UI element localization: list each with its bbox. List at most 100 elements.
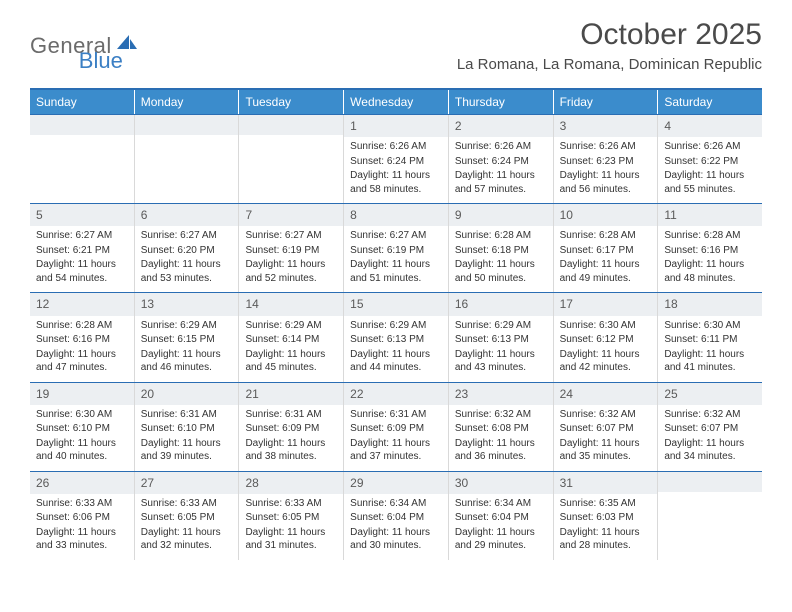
day-body: Sunrise: 6:31 AMSunset: 6:09 PMDaylight:… (344, 405, 448, 471)
sunset-text: Sunset: 6:05 PM (141, 511, 233, 525)
day-body (135, 135, 239, 195)
daylight-text: Daylight: 11 hours and 43 minutes. (455, 348, 547, 375)
sunrise-text: Sunrise: 6:30 AM (560, 319, 652, 333)
daylight-text: Daylight: 11 hours and 53 minutes. (141, 258, 233, 285)
day-body: Sunrise: 6:26 AMSunset: 6:22 PMDaylight:… (658, 137, 762, 203)
day-header: Wednesday (344, 90, 449, 114)
day-number: 6 (135, 204, 239, 226)
sunset-text: Sunset: 6:20 PM (141, 244, 233, 258)
daylight-text: Daylight: 11 hours and 29 minutes. (455, 526, 547, 553)
day-number: 12 (30, 293, 134, 315)
day-body: Sunrise: 6:33 AMSunset: 6:05 PMDaylight:… (239, 494, 343, 560)
day-cell (658, 472, 762, 560)
day-cell: 30Sunrise: 6:34 AMSunset: 6:04 PMDayligh… (449, 472, 554, 560)
sunset-text: Sunset: 6:16 PM (36, 333, 128, 347)
sunrise-text: Sunrise: 6:35 AM (560, 497, 652, 511)
sunset-text: Sunset: 6:13 PM (455, 333, 547, 347)
sunset-text: Sunset: 6:04 PM (350, 511, 442, 525)
week-row: 5Sunrise: 6:27 AMSunset: 6:21 PMDaylight… (30, 203, 762, 292)
sunrise-text: Sunrise: 6:29 AM (141, 319, 233, 333)
daylight-text: Daylight: 11 hours and 51 minutes. (350, 258, 442, 285)
day-cell: 22Sunrise: 6:31 AMSunset: 6:09 PMDayligh… (344, 383, 449, 471)
daylight-text: Daylight: 11 hours and 50 minutes. (455, 258, 547, 285)
sunrise-text: Sunrise: 6:26 AM (560, 140, 652, 154)
day-number: 29 (344, 472, 448, 494)
sunset-text: Sunset: 6:24 PM (455, 155, 547, 169)
day-number: 24 (554, 383, 658, 405)
daylight-text: Daylight: 11 hours and 39 minutes. (141, 437, 233, 464)
week-row: 1 Sunrise: 6:26 AM Sunset: 6:24 PM Daylight… (30, 114, 762, 203)
day-number (239, 115, 343, 135)
sunrise-text: Sunrise: 6:33 AM (36, 497, 128, 511)
sunset-text: Sunset: 6:22 PM (664, 155, 756, 169)
sunrise-text: Sunrise: 6:30 AM (36, 408, 128, 422)
sunrise-text: Sunrise: 6:26 AM (664, 140, 756, 154)
day-body (239, 135, 343, 195)
sunset-text: Sunset: 6:21 PM (36, 244, 128, 258)
day-number: 3 (554, 115, 658, 137)
sunset-text: Sunset: 6:10 PM (141, 422, 233, 436)
sunrise-text: Sunrise: 6:28 AM (664, 229, 756, 243)
sunrise-text: Sunrise: 6:34 AM (455, 497, 547, 511)
day-body: Sunrise: 6:33 AMSunset: 6:06 PMDaylight:… (30, 494, 134, 560)
sunset-text: Sunset: 6:17 PM (560, 244, 652, 258)
sunrise-text: Sunrise: 6:32 AM (664, 408, 756, 422)
day-number (30, 115, 134, 135)
sunrise-text: Sunrise: 6:28 AM (560, 229, 652, 243)
calendar: SundayMondayTuesdayWednesdayThursdayFrid… (30, 88, 762, 560)
day-cell: 9Sunrise: 6:28 AMSunset: 6:18 PMDaylight… (449, 204, 554, 292)
daylight-text: Daylight: 11 hours and 55 minutes. (664, 169, 756, 196)
day-cell: 29 Sunrise: 6:34 AMSunset: 6:04 PMDayligh… (344, 472, 449, 560)
sunrise-text: Sunrise: 6:29 AM (350, 319, 442, 333)
sunrise-text: Sunrise: 6:29 AM (245, 319, 337, 333)
day-cell: 25Sunrise: 6:32 AMSunset: 6:07 PMDayligh… (658, 383, 762, 471)
day-header: Friday (554, 90, 659, 114)
day-body: Sunrise: 6:30 AMSunset: 6:12 PMDaylight:… (554, 316, 658, 382)
day-body: Sunrise: 6:34 AMSunset: 6:04 PMDaylight:… (449, 494, 553, 560)
sunset-text: Sunset: 6:24 PM (350, 155, 442, 169)
day-body: Sunrise: 6:29 AMSunset: 6:15 PMDaylight:… (135, 316, 239, 382)
sunset-text: Sunset: 6:23 PM (560, 155, 652, 169)
day-body: Sunrise: 6:33 AMSunset: 6:05 PMDaylight:… (135, 494, 239, 560)
day-body: Sunrise: 6:29 AMSunset: 6:13 PMDaylight:… (449, 316, 553, 382)
week-row: 26Sunrise: 6:33 AMSunset: 6:06 PMDayligh… (30, 471, 762, 560)
day-cell: 15Sunrise: 6:29 AMSunset: 6:13 PMDayligh… (344, 293, 449, 381)
day-number (658, 472, 762, 492)
day-cell: 11Sunrise: 6:28 AMSunset: 6:16 PMDayligh… (658, 204, 762, 292)
day-cell: 31Sunrise: 6:35 AMSunset: 6:03 PMDayligh… (554, 472, 659, 560)
sunset-text: Sunset: 6:09 PM (350, 422, 442, 436)
sunset-text: Sunset: 6:16 PM (664, 244, 756, 258)
day-header: Tuesday (239, 90, 344, 114)
month-title: October 2025 (457, 18, 762, 52)
day-number: 4 (658, 115, 762, 137)
sunset-text: Sunset: 6:11 PM (664, 333, 756, 347)
daylight-text: Daylight: 11 hours and 30 minutes. (350, 526, 442, 553)
day-cell: 20 Sunrise: 6:31 AMSunset: 6:10 PMDayligh… (135, 383, 240, 471)
sunset-text: Sunset: 6:14 PM (245, 333, 337, 347)
daylight-text: Daylight: 11 hours and 36 minutes. (455, 437, 547, 464)
daylight-text: Daylight: 11 hours and 35 minutes. (560, 437, 652, 464)
sunset-text: Sunset: 6:07 PM (664, 422, 756, 436)
day-body: Sunrise: 6:26 AMSunset: 6:23 PMDaylight:… (554, 137, 658, 203)
daylight-text: Daylight: 11 hours and 45 minutes. (245, 348, 337, 375)
day-number: 20 (135, 383, 239, 405)
day-number (135, 115, 239, 135)
day-body: Sunrise: 6:28 AMSunset: 6:16 PMDaylight:… (30, 316, 134, 382)
day-number: 30 (449, 472, 553, 494)
logo-text-2: Blue (79, 48, 123, 74)
week-row: 12Sunrise: 6:28 AMSunset: 6:16 PMDayligh… (30, 292, 762, 381)
sunset-text: Sunset: 6:18 PM (455, 244, 547, 258)
day-body: Sunrise: 6:28 AMSunset: 6:16 PMDaylight:… (658, 226, 762, 292)
weeks-container: 1 Sunrise: 6:26 AM Sunset: 6:24 PM Daylight… (30, 114, 762, 560)
daylight-text: Daylight: 11 hours and 33 minutes. (36, 526, 128, 553)
daylight-text: Daylight: 11 hours and 34 minutes. (664, 437, 756, 464)
daylight-text: Daylight: 11 hours and 54 minutes. (36, 258, 128, 285)
day-number: 1 (344, 115, 448, 137)
sunset-text: Sunset: 6:04 PM (455, 511, 547, 525)
daylight-text: Daylight: 11 hours and 42 minutes. (560, 348, 652, 375)
sunrise-text: Sunrise: 6:31 AM (141, 408, 233, 422)
sunrise-text: Sunrise: 6:28 AM (455, 229, 547, 243)
day-header: Monday (135, 90, 240, 114)
day-number: 21 (239, 383, 343, 405)
sunrise-text: Sunrise: 6:34 AM (350, 497, 442, 511)
